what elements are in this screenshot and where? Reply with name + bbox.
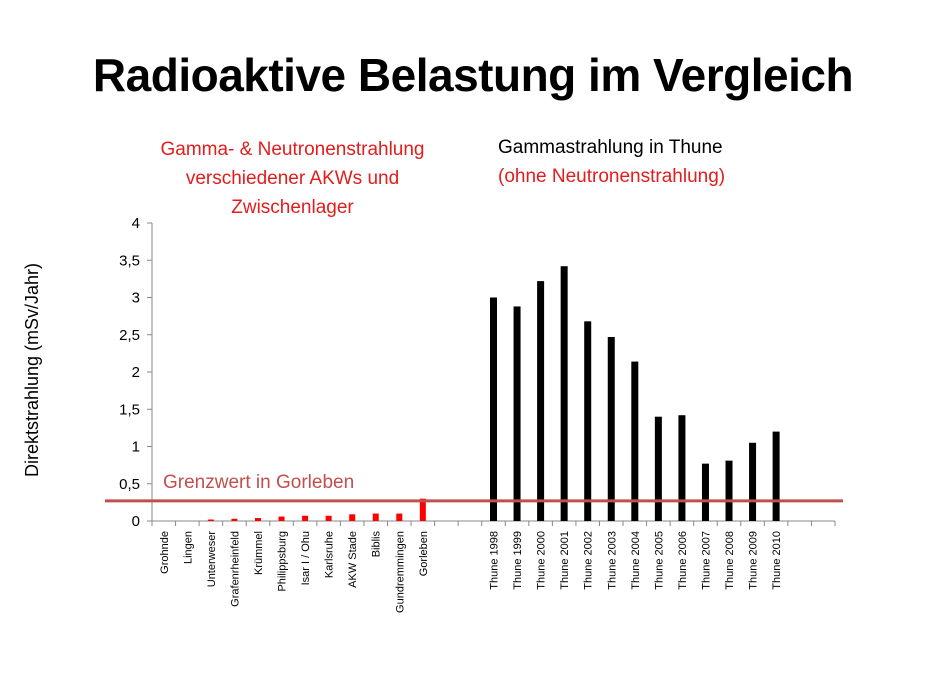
x-tick-label: Isar I / Ohu [300, 531, 312, 585]
y-tick-label: 1 [132, 439, 140, 456]
y-tick-label: 4 [132, 215, 140, 232]
x-tick-label: Philippsburg [277, 531, 289, 592]
y-tick-label: 1,5 [119, 401, 140, 418]
note-right-annotation: Gammastrahlung in Thune (ohne Neutronens… [498, 133, 798, 191]
limit-line-label: Grenzwert in Gorleben [163, 472, 354, 493]
x-tick-label: Lingen [182, 531, 194, 564]
bar [419, 498, 426, 521]
bar [254, 518, 261, 521]
x-tick-label: Thune 1998 [489, 531, 501, 590]
y-tick-label: 2 [132, 364, 140, 381]
bar [654, 416, 662, 521]
x-tick-label: Grafenrheinfeld [229, 531, 241, 607]
bar [772, 431, 780, 521]
bar [396, 513, 403, 521]
bar [537, 281, 545, 521]
x-tick-label: Grohnde [159, 531, 171, 574]
x-tick-label: Thune 2008 [724, 531, 736, 590]
bar [631, 361, 639, 521]
x-tick-label: Thune 2009 [748, 531, 760, 590]
x-tick-label: Thune 2002 [583, 531, 595, 590]
bar [701, 463, 709, 521]
y-tick-labels: 0 0,5 1 1,5 2 2,5 3 3,5 4 [119, 215, 140, 530]
bar [231, 518, 238, 521]
y-axis-label: Direktstrahlung (mSv/Jahr) [22, 263, 42, 477]
bar [560, 266, 568, 521]
x-tick-label: Thune 2000 [536, 531, 548, 590]
x-tick-label: Krümmel [253, 531, 265, 575]
note-left-annotation: Gamma- & Neutronenstrahlung verschiedene… [160, 139, 425, 218]
note-right-line2: (ohne Neutronenstrahlung) [498, 166, 726, 187]
chart-title: Radioaktive Belastung im Vergleich [92, 49, 854, 101]
x-tick-label: Gundremmingen [394, 531, 406, 613]
bar [607, 336, 615, 521]
x-tick-label: Thune 2004 [630, 531, 642, 590]
limit-line-group: Grenzwert in Gorleben [105, 472, 843, 503]
x-tick-label: Thune 2006 [677, 531, 689, 590]
y-tick-label: 3 [132, 290, 140, 307]
x-tick-label: Thune 2007 [700, 531, 712, 590]
y-tick-label: 2,5 [119, 327, 140, 344]
bar [584, 321, 592, 521]
y-tick-label: 0,5 [119, 476, 140, 493]
bar [372, 513, 379, 521]
bar [725, 460, 733, 521]
x-tick-label: Thune 2001 [559, 531, 571, 590]
x-tick-label: Unterweser [206, 531, 218, 588]
x-tick-label: Biblis [371, 531, 383, 558]
y-tick-label: 3,5 [119, 252, 140, 269]
x-tick-label: Thune 2010 [771, 531, 783, 590]
x-tick-label: AKW Stade [347, 531, 359, 588]
x-tick-label: Thune 2005 [653, 531, 665, 590]
x-tick-labels: Grohnde Lingen Unterweser Grafenrheinfeld Kr… [159, 531, 783, 613]
bar [749, 442, 757, 521]
bar [207, 519, 214, 521]
x-tick-label: Thune 1999 [512, 531, 524, 590]
bar [278, 516, 285, 521]
x-tick-label: Gorleben [418, 531, 430, 576]
x-tick-label: Karlsruhe [324, 531, 336, 578]
bar [513, 306, 521, 521]
x-tick-label: Thune 2003 [606, 531, 618, 590]
note-right-line1: Gammastrahlung in Thune [498, 137, 723, 158]
bar [490, 297, 497, 521]
y-tick-label: 0 [132, 513, 140, 530]
bar [302, 515, 309, 521]
bar [349, 514, 356, 521]
bar [678, 415, 686, 521]
bars [207, 266, 780, 521]
bar [325, 515, 332, 521]
